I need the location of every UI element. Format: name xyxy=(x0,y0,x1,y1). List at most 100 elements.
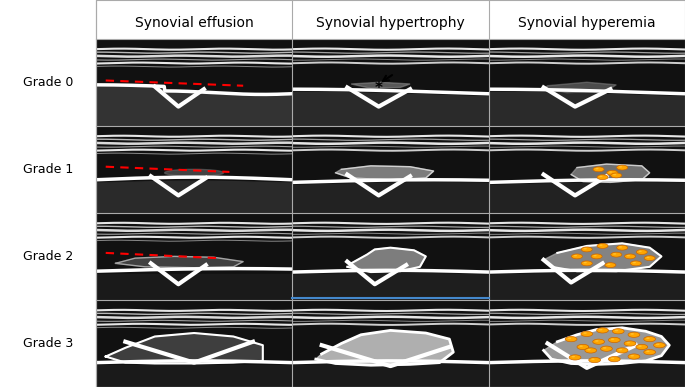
Circle shape xyxy=(611,358,614,359)
FancyBboxPatch shape xyxy=(96,126,292,213)
Circle shape xyxy=(569,355,581,360)
Circle shape xyxy=(571,254,582,259)
Circle shape xyxy=(607,170,618,175)
Circle shape xyxy=(619,349,622,351)
Circle shape xyxy=(597,328,608,333)
Circle shape xyxy=(581,331,593,336)
Circle shape xyxy=(647,257,649,258)
Circle shape xyxy=(646,351,649,352)
Circle shape xyxy=(611,338,614,340)
Circle shape xyxy=(638,345,642,347)
Circle shape xyxy=(656,344,660,345)
Circle shape xyxy=(565,336,577,342)
Polygon shape xyxy=(351,82,410,88)
Polygon shape xyxy=(544,243,662,271)
Polygon shape xyxy=(544,328,669,365)
FancyBboxPatch shape xyxy=(96,39,292,126)
Circle shape xyxy=(568,337,571,339)
Text: Synovial effusion: Synovial effusion xyxy=(135,16,253,30)
Circle shape xyxy=(624,341,636,346)
Circle shape xyxy=(601,346,612,351)
Circle shape xyxy=(599,176,603,177)
Polygon shape xyxy=(571,164,649,182)
Circle shape xyxy=(612,329,624,334)
Circle shape xyxy=(630,261,641,266)
Circle shape xyxy=(582,261,593,266)
Circle shape xyxy=(619,166,622,168)
FancyBboxPatch shape xyxy=(96,300,292,387)
Circle shape xyxy=(611,173,622,178)
Circle shape xyxy=(653,342,665,348)
Circle shape xyxy=(597,175,608,180)
Circle shape xyxy=(597,243,608,248)
Text: Grade 2: Grade 2 xyxy=(23,250,73,263)
Circle shape xyxy=(599,329,603,330)
Circle shape xyxy=(627,255,630,257)
Circle shape xyxy=(644,256,655,260)
Circle shape xyxy=(593,255,597,257)
Circle shape xyxy=(574,255,577,257)
Circle shape xyxy=(585,348,597,353)
Circle shape xyxy=(630,333,634,335)
Circle shape xyxy=(580,345,583,347)
Circle shape xyxy=(607,264,610,265)
Circle shape xyxy=(633,262,636,263)
Circle shape xyxy=(614,330,619,331)
Text: Grade 1: Grade 1 xyxy=(23,163,73,176)
Circle shape xyxy=(571,356,575,358)
Circle shape xyxy=(582,247,593,252)
Circle shape xyxy=(593,339,604,344)
Circle shape xyxy=(628,354,640,359)
Text: *: * xyxy=(375,81,383,96)
Circle shape xyxy=(595,168,599,170)
Circle shape xyxy=(638,250,642,252)
Circle shape xyxy=(636,250,647,255)
Circle shape xyxy=(619,246,622,248)
Circle shape xyxy=(611,252,622,257)
Circle shape xyxy=(646,337,649,339)
Circle shape xyxy=(587,349,590,351)
FancyBboxPatch shape xyxy=(488,300,685,387)
Circle shape xyxy=(595,340,599,342)
Polygon shape xyxy=(105,333,263,363)
FancyBboxPatch shape xyxy=(488,126,685,213)
Circle shape xyxy=(628,332,640,337)
Circle shape xyxy=(584,332,587,334)
Text: Grade 0: Grade 0 xyxy=(23,76,73,89)
Circle shape xyxy=(636,344,648,349)
FancyBboxPatch shape xyxy=(292,39,488,126)
Text: Grade 3: Grade 3 xyxy=(23,337,73,350)
Circle shape xyxy=(599,245,603,246)
Circle shape xyxy=(608,337,620,342)
Circle shape xyxy=(613,253,616,255)
Circle shape xyxy=(616,348,628,353)
Circle shape xyxy=(616,245,627,250)
Circle shape xyxy=(625,254,636,259)
FancyBboxPatch shape xyxy=(488,39,685,126)
Circle shape xyxy=(577,344,589,349)
Circle shape xyxy=(591,254,602,259)
Circle shape xyxy=(589,358,601,363)
Polygon shape xyxy=(116,257,243,268)
FancyBboxPatch shape xyxy=(292,213,488,300)
Circle shape xyxy=(616,165,627,170)
Polygon shape xyxy=(544,82,616,92)
Circle shape xyxy=(627,342,630,344)
FancyBboxPatch shape xyxy=(292,126,488,213)
Polygon shape xyxy=(316,330,453,365)
Circle shape xyxy=(593,167,604,172)
Circle shape xyxy=(608,356,620,362)
Circle shape xyxy=(644,349,656,355)
FancyBboxPatch shape xyxy=(292,300,488,387)
Circle shape xyxy=(609,171,612,173)
Circle shape xyxy=(613,174,616,175)
Ellipse shape xyxy=(164,169,223,176)
Polygon shape xyxy=(347,248,426,272)
FancyBboxPatch shape xyxy=(96,213,292,300)
FancyBboxPatch shape xyxy=(488,213,685,300)
Circle shape xyxy=(584,248,587,250)
Circle shape xyxy=(644,336,656,342)
Circle shape xyxy=(591,358,595,360)
Circle shape xyxy=(603,347,606,349)
Polygon shape xyxy=(336,166,434,180)
